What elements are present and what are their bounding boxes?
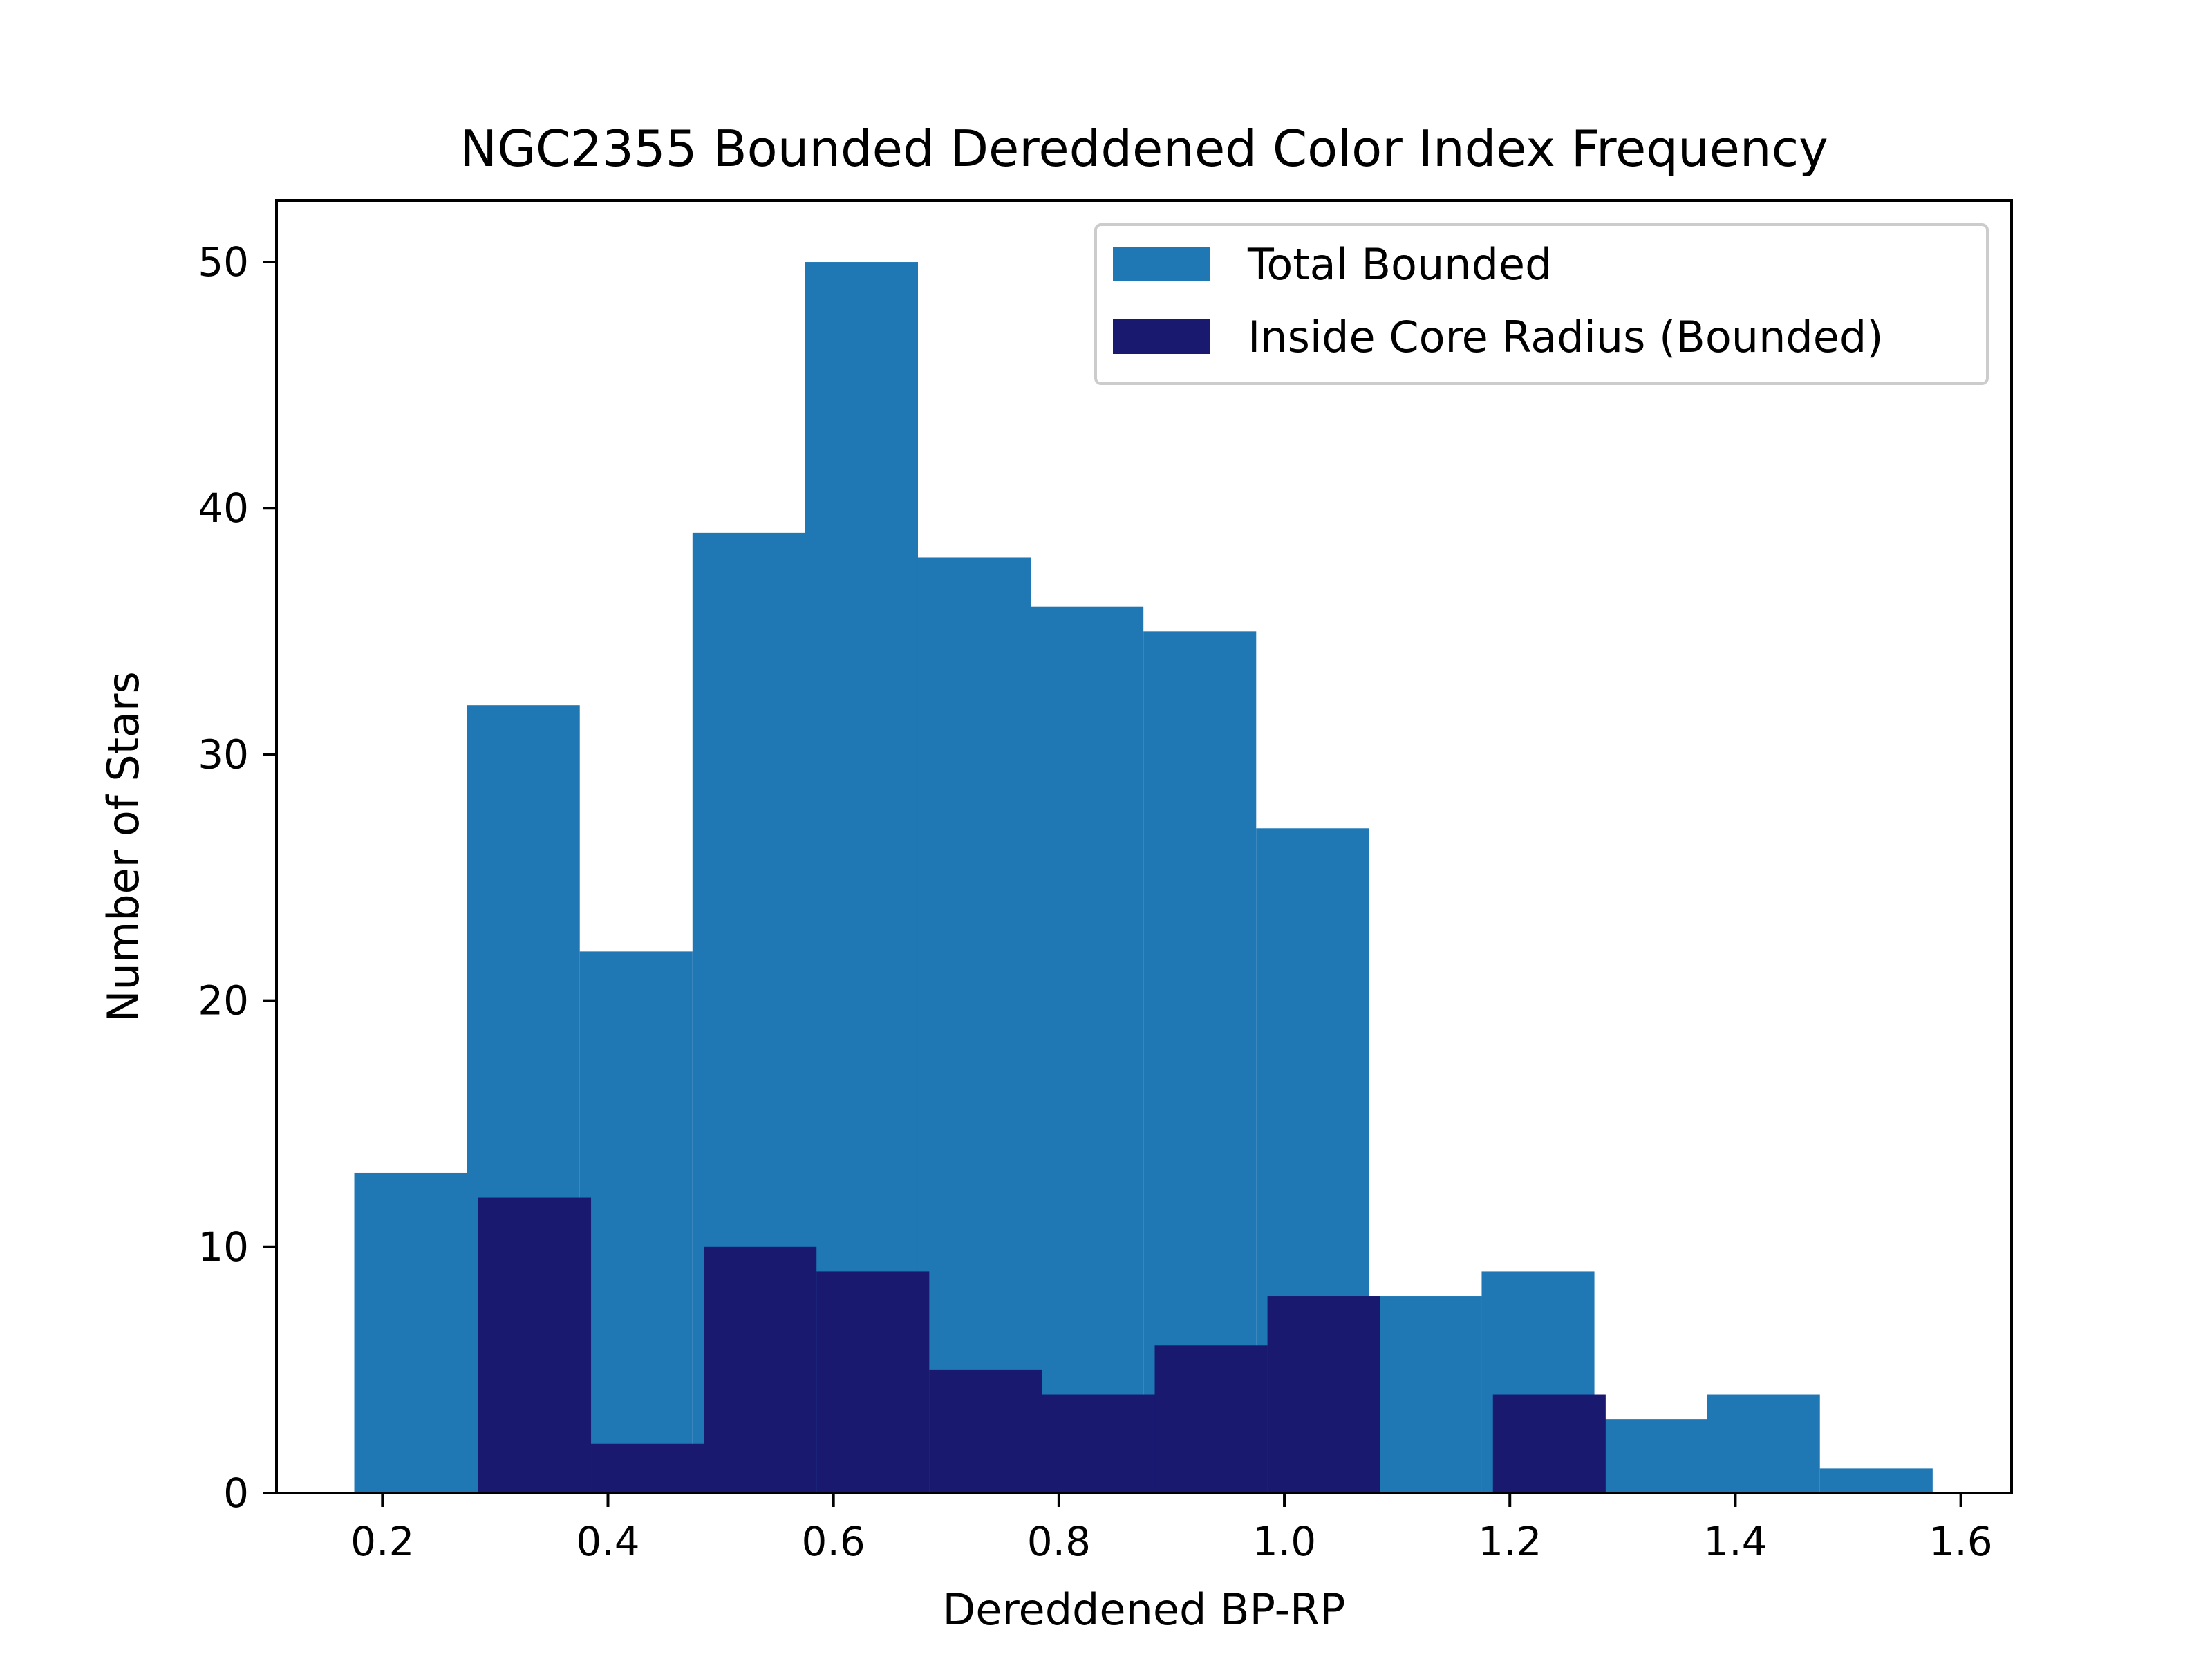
x-tick-label: 0.2 (350, 1518, 414, 1565)
bar-total-bounded-0 (354, 1172, 467, 1493)
bars-layer (354, 262, 1933, 1494)
bar-inside-core-6 (1154, 1345, 1268, 1493)
y-tick-label: 50 (198, 238, 249, 285)
bar-inside-core-3 (816, 1271, 930, 1493)
bar-total-bounded-2 (579, 951, 693, 1493)
y-tick-label: 20 (198, 977, 249, 1024)
bar-inside-core-9 (1492, 1394, 1606, 1493)
x-axis-label: Dereddened BP-RP (943, 1584, 1346, 1635)
x-tick-label: 1.4 (1703, 1518, 1767, 1565)
x-tick-label: 1.0 (1253, 1518, 1316, 1565)
x-tick-label: 0.6 (802, 1518, 865, 1565)
y-axis-label: Number of Stars (98, 671, 149, 1022)
axis-ticks: 0.2 0.4 0.6 0.8 1.0 1.2 1.4 1.6 0 10 20 30 40 50 (198, 238, 1993, 1565)
bar-total-bounded-9 (1369, 1296, 1482, 1493)
y-tick-label: 30 (198, 731, 249, 778)
y-tick-label: 10 (198, 1224, 249, 1271)
legend-label-inside-core: Inside Core Radius (Bounded) (1248, 312, 1883, 362)
x-tick-label: 0.8 (1027, 1518, 1091, 1565)
x-tick-label: 0.4 (576, 1518, 639, 1565)
bar-inside-core-7 (1267, 1296, 1380, 1493)
y-tick-label: 0 (223, 1470, 249, 1517)
bar-total-bounded-12 (1707, 1394, 1820, 1493)
bar-total-bounded-6 (1031, 606, 1144, 1493)
x-tick-label: 1.6 (1929, 1518, 1992, 1565)
legend: Total Bounded Inside Core Radius (Bounde… (1094, 223, 1989, 385)
bar-inside-core-5 (1042, 1394, 1155, 1493)
bar-total-bounded-11 (1594, 1419, 1707, 1493)
x-tick-label: 1.2 (1478, 1518, 1541, 1565)
bar-total-bounded-5 (917, 557, 1031, 1493)
bar-inside-core-4 (929, 1369, 1042, 1493)
plot-frame (275, 199, 2013, 1494)
legend-box (1094, 223, 1989, 385)
bar-inside-core-2 (704, 1246, 817, 1493)
bar-total-bounded-13 (1819, 1468, 1933, 1493)
y-tick-label: 40 (198, 485, 249, 532)
legend-swatch-inside-core (1113, 319, 1210, 354)
legend-label-total-bounded: Total Bounded (1247, 239, 1552, 290)
bar-inside-core-1 (591, 1443, 704, 1493)
bar-inside-core-0 (478, 1197, 592, 1493)
legend-swatch-total-bounded (1113, 247, 1210, 281)
chart-title: NGC2355 Bounded Dereddened Color Index F… (460, 120, 1828, 178)
